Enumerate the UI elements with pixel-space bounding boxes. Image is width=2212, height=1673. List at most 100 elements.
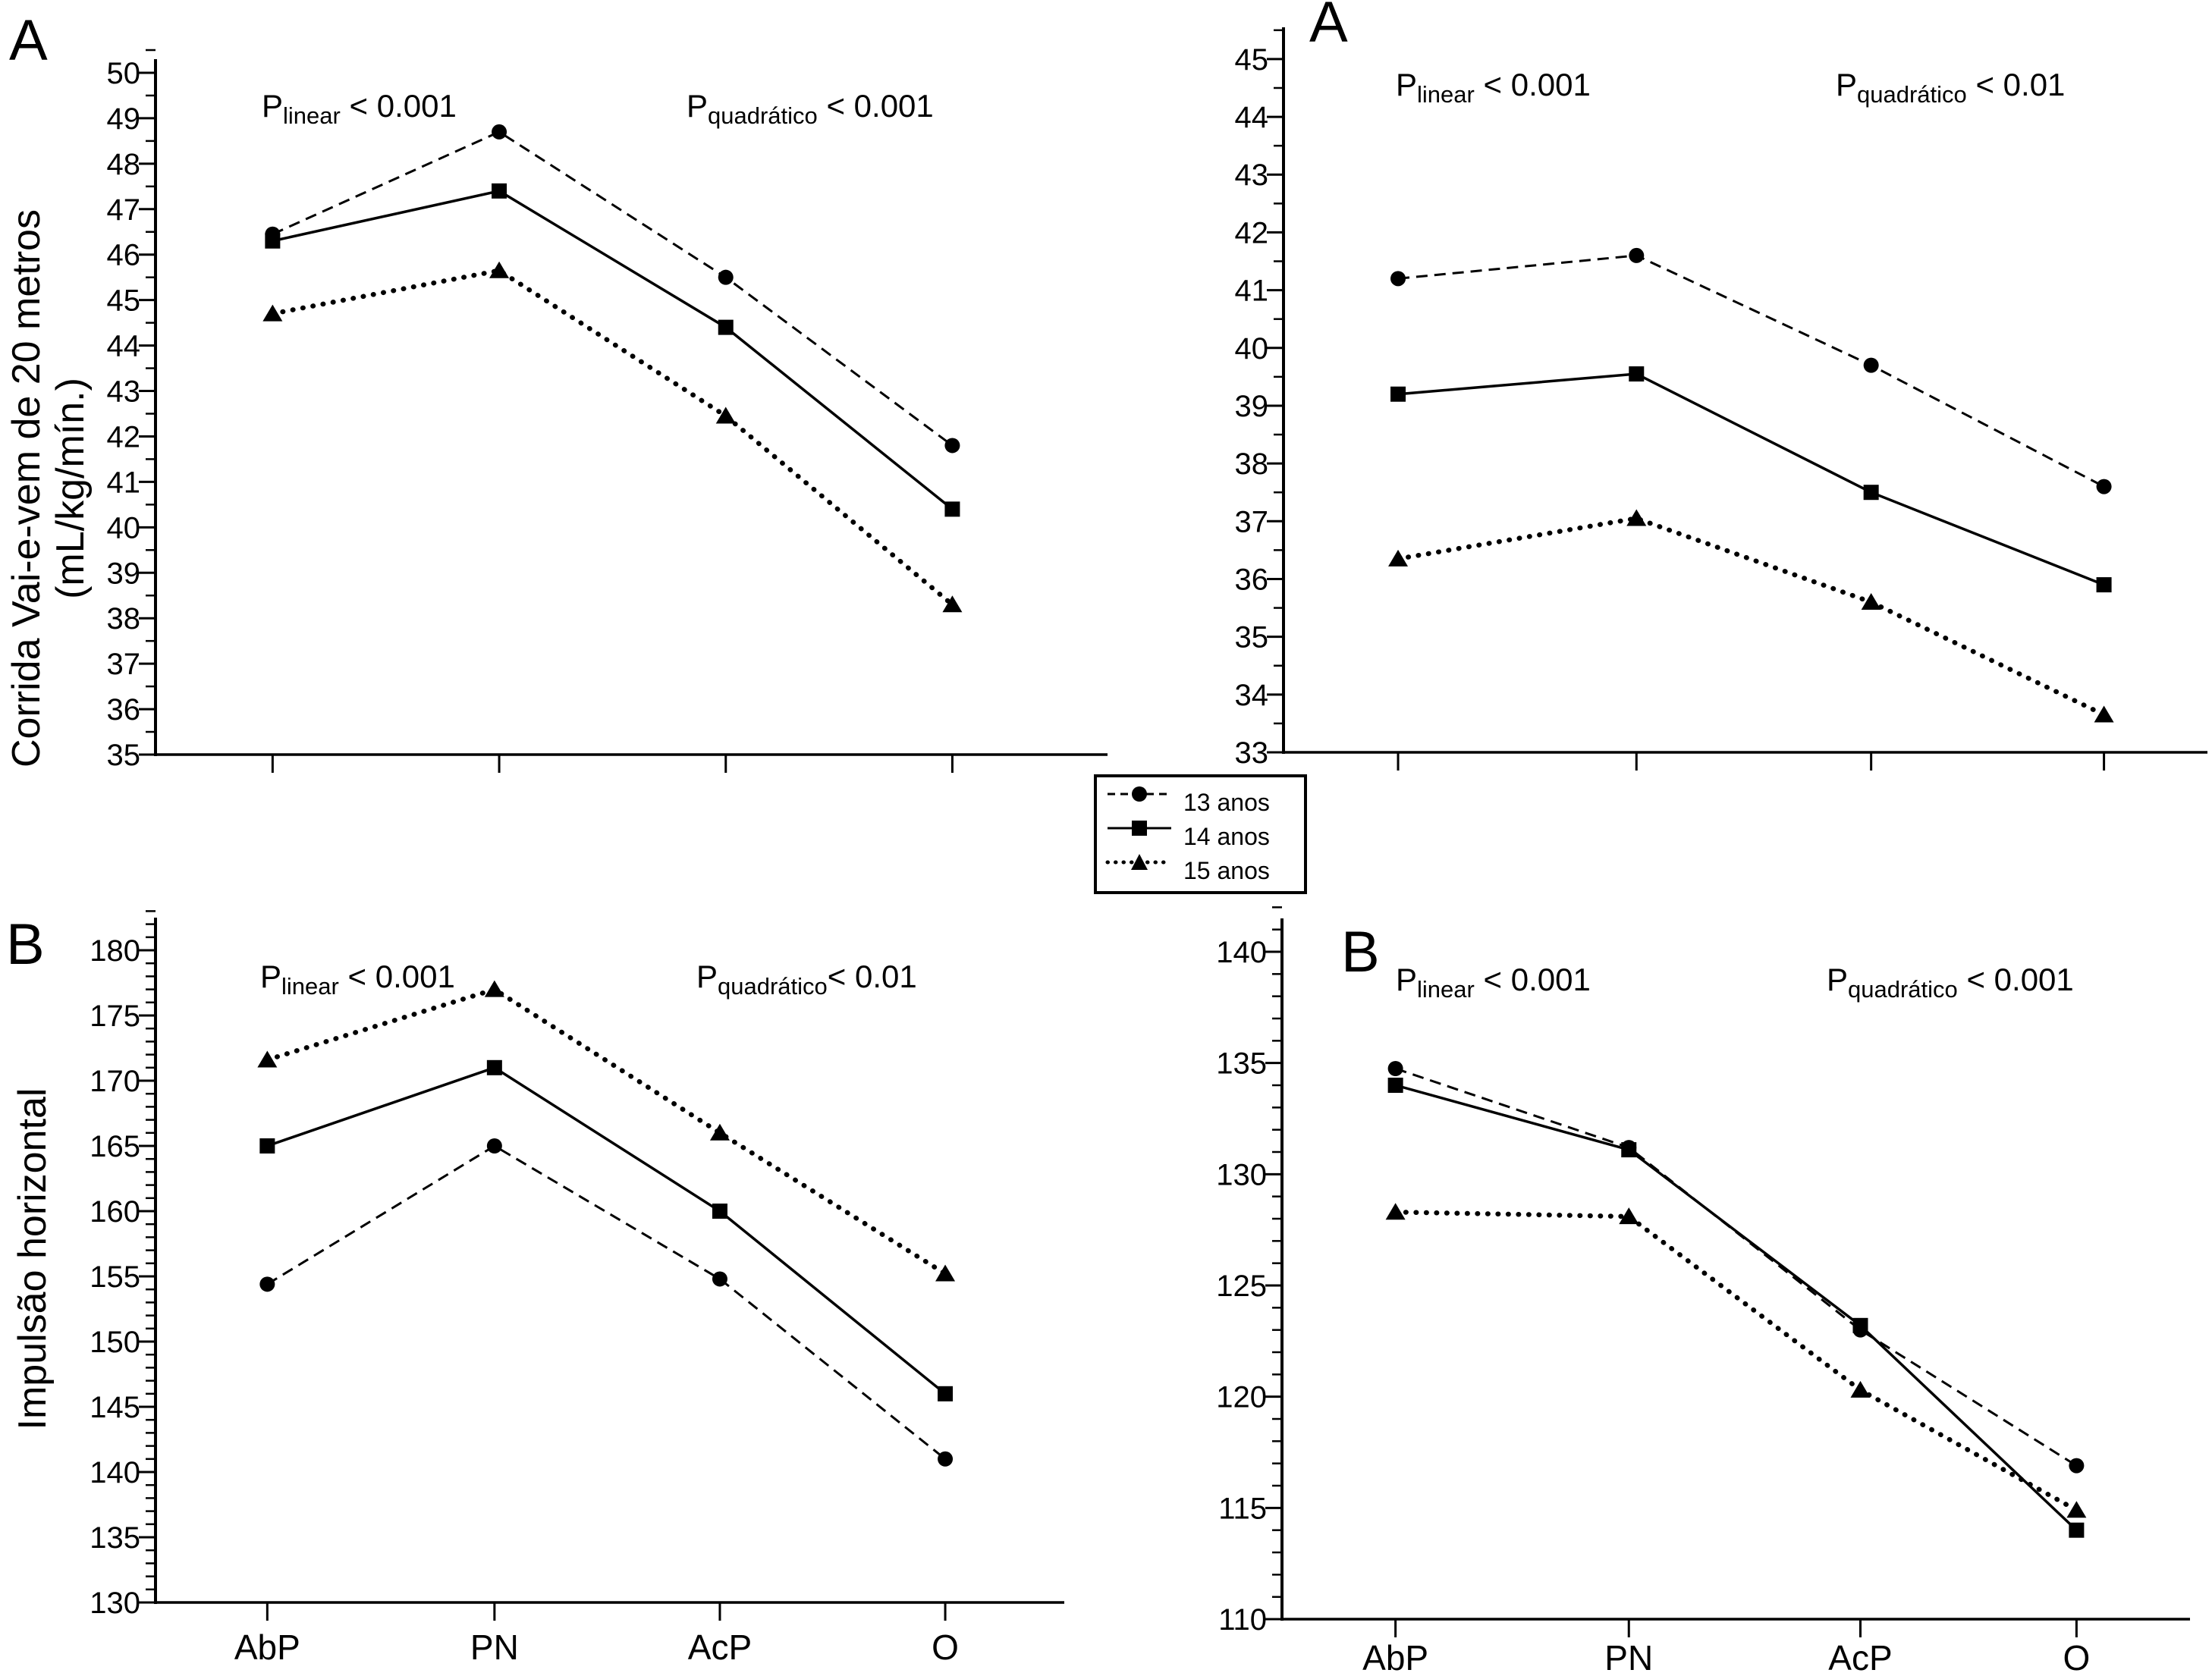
data-point-circle xyxy=(712,1271,727,1287)
series-line-14-anos xyxy=(272,189,954,510)
y-tick-label: 37 xyxy=(1235,505,1269,538)
p-value-annotation-quadrático: Pquadrático < 0.01 xyxy=(1836,67,2066,108)
y-tick-label: 37 xyxy=(107,648,141,681)
data-point-triangle xyxy=(715,406,736,424)
series-line-15-anos xyxy=(1393,1209,2079,1513)
p-symbol: P xyxy=(687,88,709,124)
series-line-14-anos xyxy=(266,1066,947,1395)
data-point-square xyxy=(1621,1142,1637,1158)
data-point-square xyxy=(259,1138,275,1154)
data-point-triangle xyxy=(1385,1203,1406,1220)
data-point-circle xyxy=(938,1451,954,1467)
x-tick-label: AbP xyxy=(234,1627,300,1667)
p-subscript: linear xyxy=(281,973,339,1000)
p-value-annotation-linear: Plinear < 0.001 xyxy=(260,959,455,1000)
x-tick-label: PN xyxy=(1604,1638,1653,1673)
y-tick-label: 44 xyxy=(1235,101,1269,134)
data-point-triangle xyxy=(1619,1207,1639,1225)
series-line-15-anos xyxy=(1395,516,2107,717)
p-subscript: quadrático xyxy=(708,102,818,129)
legend-label: 14 anos xyxy=(1183,822,1270,850)
y-tick-label: 175 xyxy=(90,1000,140,1033)
y-tick-label: 40 xyxy=(107,511,141,545)
p-subscript: quadrático xyxy=(718,973,828,1000)
y-tick-label: 135 xyxy=(1216,1047,1267,1081)
data-point-square xyxy=(265,233,281,249)
legend-label: 15 anos xyxy=(1183,856,1270,884)
y-tick-label: 145 xyxy=(90,1391,140,1424)
p-symbol: P xyxy=(1396,67,1418,102)
y-tick-label: 42 xyxy=(107,420,141,454)
series-line-14-anos xyxy=(1397,372,2105,586)
chart-panel-top-left: 35 36 37 38 39 40 41 42 43 44 45 46 47 48 49 50 xyxy=(107,49,1108,773)
p-threshold: < 0.01 xyxy=(1966,67,2066,102)
series-line-13-anos xyxy=(1397,254,2105,488)
p-subscript: quadrático xyxy=(1857,81,1967,108)
y-tick-label: 170 xyxy=(90,1065,140,1098)
x-tick-label: AbP xyxy=(1362,1638,1428,1673)
data-point-square xyxy=(1629,366,1645,382)
y-tick-label: 40 xyxy=(1235,332,1269,366)
y-tick-label: 39 xyxy=(1235,390,1269,423)
p-value-annotation-linear: Plinear < 0.001 xyxy=(262,88,457,129)
data-point-circle xyxy=(1387,1061,1403,1076)
y-tick-label: 130 xyxy=(1216,1158,1267,1191)
y-tick-label: 46 xyxy=(107,239,141,272)
data-point-triangle xyxy=(935,1264,956,1282)
y-tick-label: 38 xyxy=(1235,447,1269,481)
series-line-13-anos xyxy=(1395,1067,2078,1467)
series-line-13-anos xyxy=(266,1144,946,1460)
y-tick-label: 41 xyxy=(1235,275,1269,308)
data-point-triangle xyxy=(489,261,510,278)
data-point-triangle xyxy=(709,1123,730,1141)
p-threshold: < 0.001 xyxy=(1474,67,1591,102)
y-tick-label: 140 xyxy=(1216,936,1267,969)
dotted-line-triangle-marker-icon xyxy=(1105,853,1174,870)
chart-panel-bottom-right: 110 115 120 125 130 135 140 AbP PN AcP O xyxy=(1216,906,2190,1673)
p-symbol: P xyxy=(696,959,718,994)
series-line-15-anos xyxy=(265,987,948,1276)
data-point-triangle xyxy=(262,304,283,322)
y-tick-label: 115 xyxy=(1218,1492,1267,1525)
y-axis-title-line-1: Corrida Vai-e-vem de 20 metros xyxy=(5,209,49,767)
data-point-square xyxy=(718,319,734,335)
x-tick-label: O xyxy=(2063,1638,2090,1673)
y-tick-label: 45 xyxy=(1235,43,1269,77)
legend: 13 anos 14 anos 15 anos xyxy=(1094,774,1307,894)
x-tick-label: AcP xyxy=(688,1627,752,1667)
y-tick-label: 150 xyxy=(90,1326,140,1359)
p-subscript: linear xyxy=(1417,81,1475,108)
data-point-square xyxy=(938,1386,954,1401)
y-tick-label: 120 xyxy=(1216,1381,1267,1414)
data-point-circle xyxy=(718,269,734,285)
p-symbol: P xyxy=(1836,67,1858,102)
p-threshold: < 0.001 xyxy=(817,88,934,124)
legend-item-13-anos: 13 anos xyxy=(1104,785,1304,819)
data-point-circle xyxy=(1390,271,1406,287)
p-threshold: < 0.001 xyxy=(338,959,455,994)
data-point-square xyxy=(944,501,960,517)
x-tick-label: PN xyxy=(470,1627,519,1667)
p-value-annotation-linear: Plinear < 0.001 xyxy=(1396,962,1591,1003)
data-point-square xyxy=(1852,1317,1868,1333)
data-point-square xyxy=(2069,1522,2085,1538)
data-point-square xyxy=(486,1059,502,1075)
series-line-14-anos xyxy=(1395,1084,2078,1531)
p-subscript: linear xyxy=(1417,976,1475,1003)
data-point-circle xyxy=(486,1138,502,1154)
y-tick-label: 36 xyxy=(107,693,141,727)
solid-line-square-marker-icon xyxy=(1108,820,1171,836)
x-tick-label: AcP xyxy=(1828,1638,1892,1673)
data-point-circle xyxy=(2096,479,2112,494)
series-line-13-anos xyxy=(272,130,954,447)
data-point-square xyxy=(1390,386,1406,402)
y-tick-label: 155 xyxy=(90,1260,140,1294)
data-point-circle xyxy=(259,1276,275,1292)
p-symbol: P xyxy=(262,88,284,124)
p-value-annotation-quadrático: Pquadrático < 0.001 xyxy=(687,88,934,129)
y-tick-label: 50 xyxy=(107,57,141,90)
data-point-triangle xyxy=(1861,592,1881,610)
y-tick-label: 43 xyxy=(107,375,141,409)
